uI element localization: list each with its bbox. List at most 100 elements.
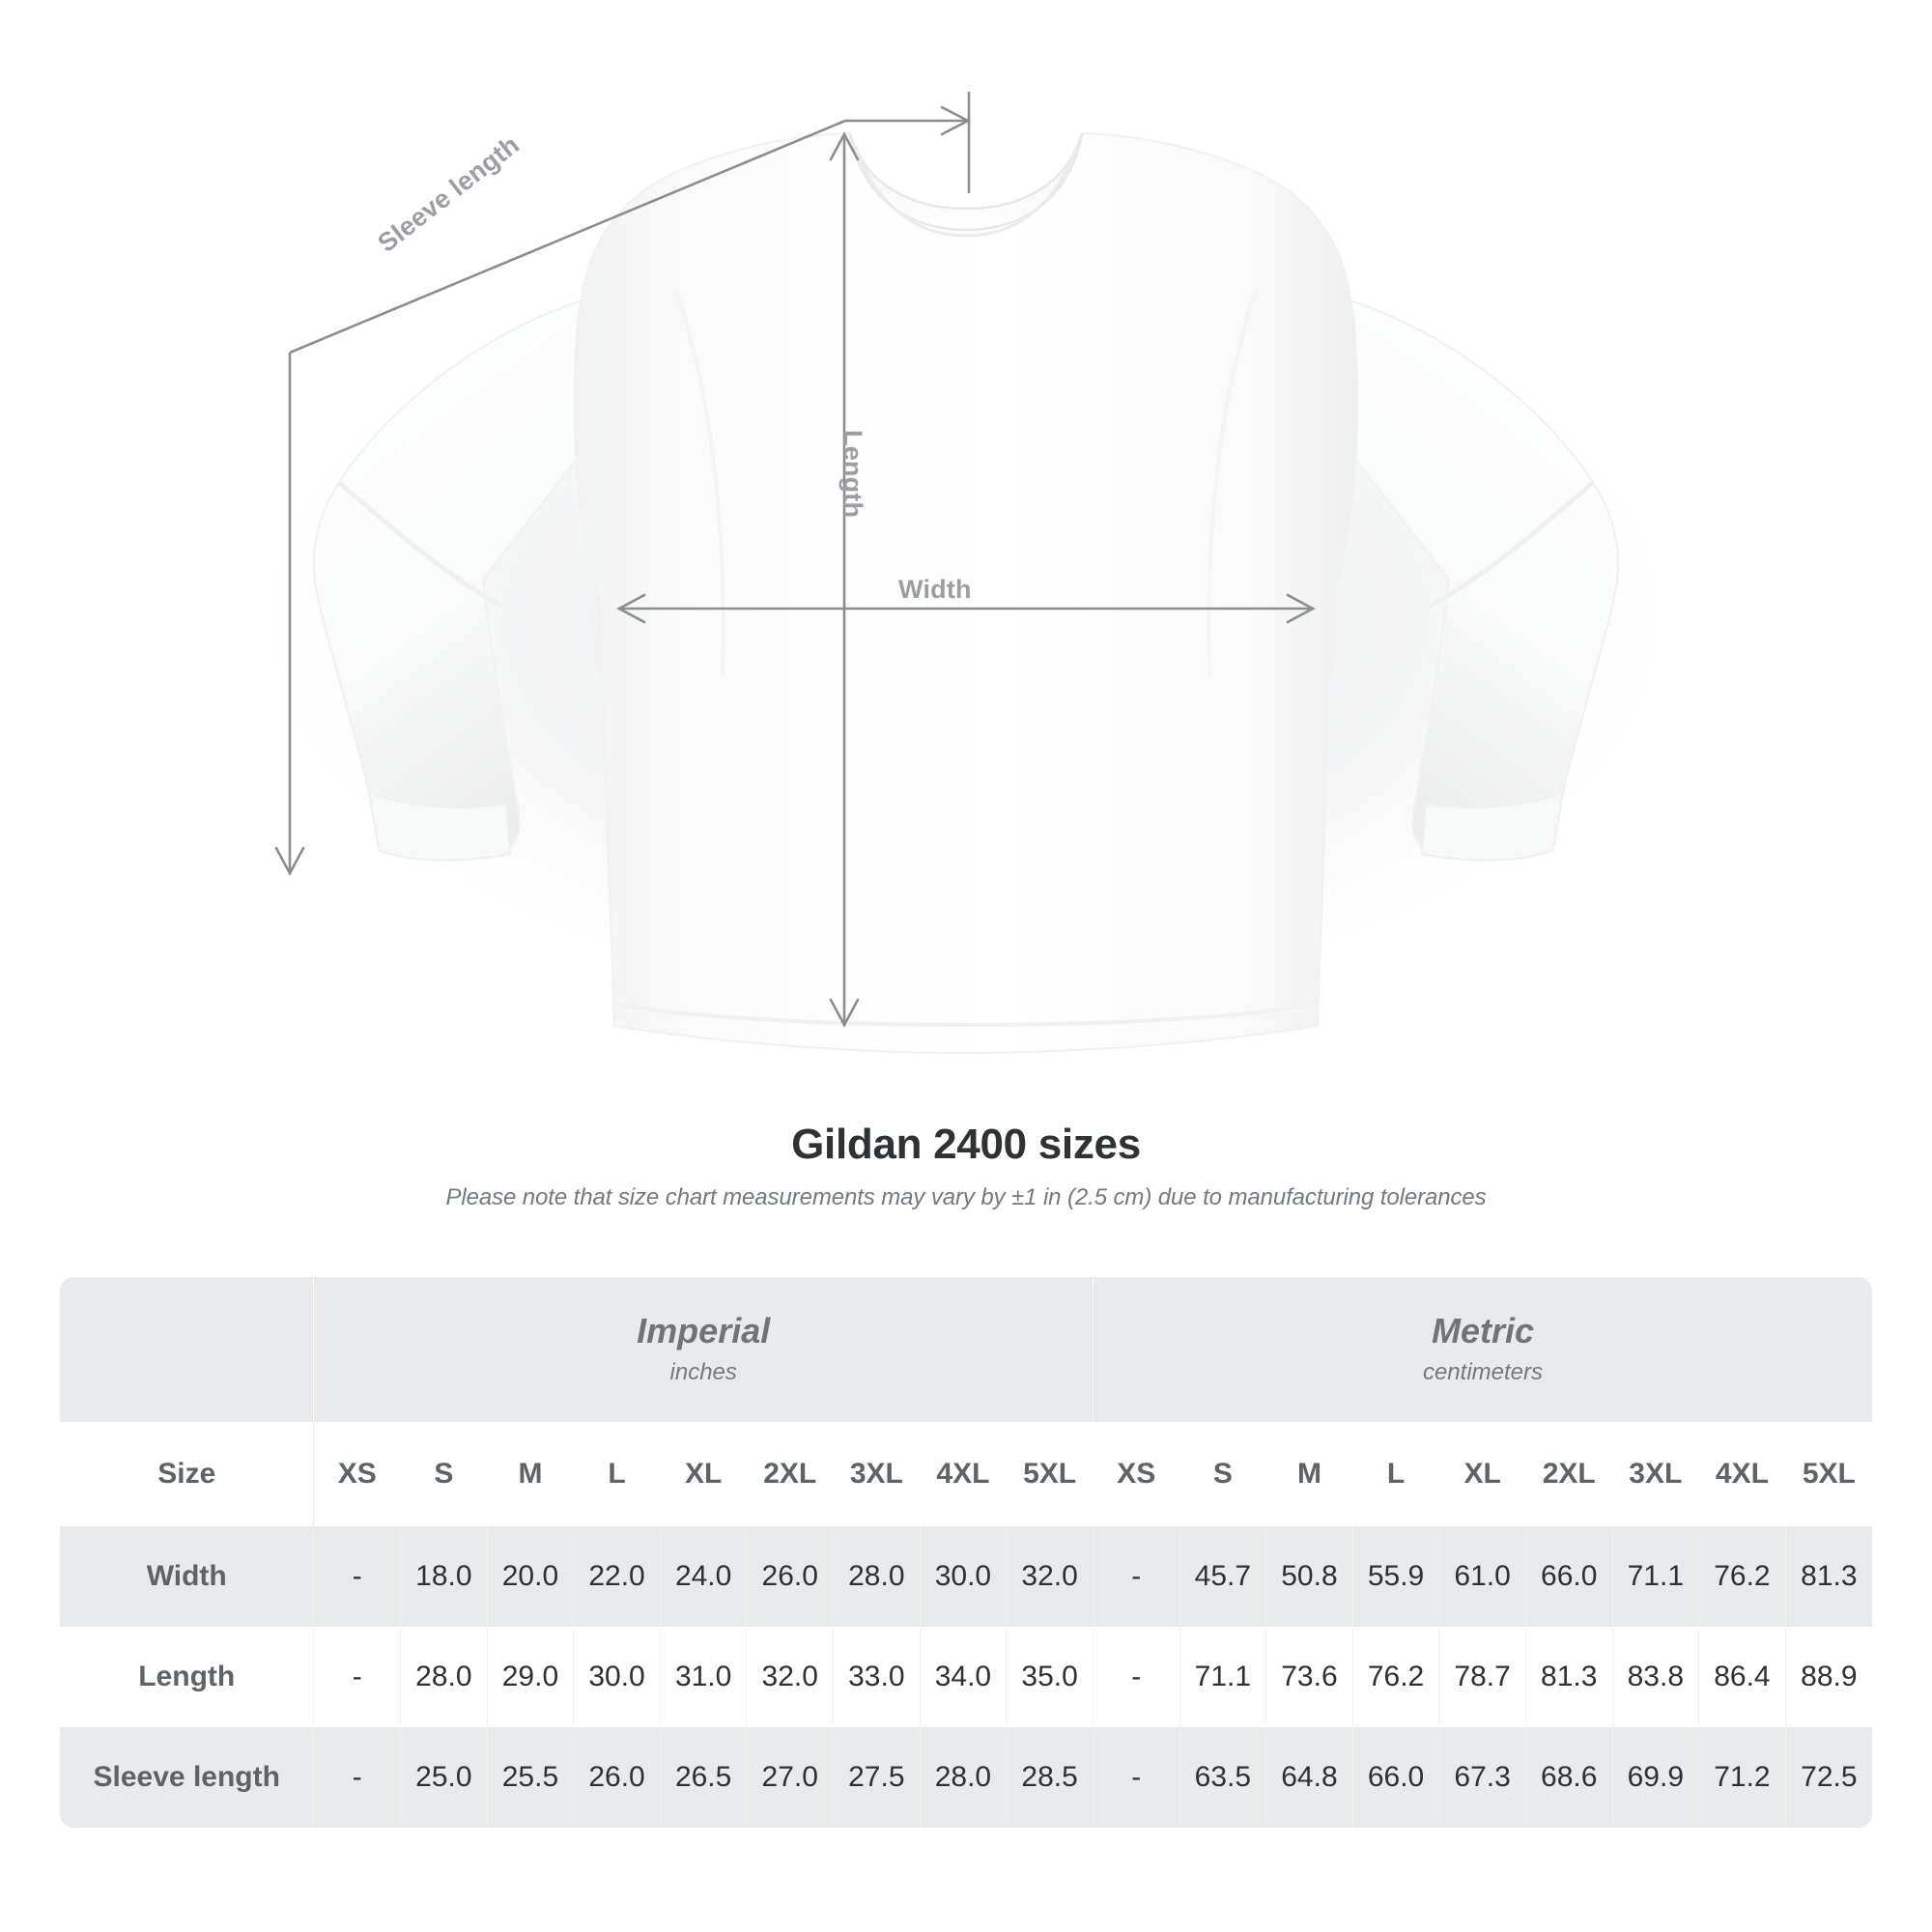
width-label: Width — [898, 575, 972, 604]
cell-width-metric-5xl: 81.3 — [1785, 1526, 1872, 1627]
cell-sleeve-imperial-3xl: 27.5 — [833, 1727, 921, 1828]
cell-length-metric-4xl: 86.4 — [1698, 1627, 1786, 1727]
header-imperial-s: S — [400, 1422, 488, 1526]
table-row: Width - 18.0 20.0 22.0 24.0 26.0 28.0 30… — [60, 1526, 1872, 1627]
unit-metric-cell: Metric centimeters — [1093, 1277, 1872, 1422]
cell-width-imperial-l: 22.0 — [573, 1526, 661, 1627]
cell-length-imperial-3xl: 33.0 — [833, 1627, 921, 1727]
tolerance-note: Please note that size chart measurements… — [445, 1184, 1487, 1210]
cell-sleeve-imperial-4xl: 28.0 — [920, 1727, 1008, 1828]
cell-length-imperial-m: 29.0 — [487, 1627, 575, 1727]
cell-length-metric-xl: 78.7 — [1438, 1627, 1526, 1727]
header-imperial-xs: XS — [313, 1422, 402, 1526]
cell-width-imperial-2xl: 26.0 — [746, 1526, 835, 1627]
header-imperial-4xl: 4XL — [920, 1422, 1008, 1526]
cell-width-metric-s: 45.7 — [1179, 1526, 1267, 1627]
unit-imperial-cell: Imperial inches — [313, 1277, 1094, 1422]
garment-body — [573, 131, 1359, 1055]
measurement-lines — [288, 92, 1314, 1026]
header-metric-3xl: 3XL — [1612, 1422, 1700, 1526]
size-table-wrapper: Imperial inches Metric centimeters Size … — [60, 1277, 1872, 1828]
header-metric-4xl: 4XL — [1698, 1422, 1786, 1526]
cell-width-metric-4xl: 76.2 — [1698, 1526, 1786, 1627]
cell-sleeve-metric-xs: - — [1093, 1727, 1180, 1828]
cell-length-metric-m: 73.6 — [1265, 1627, 1353, 1727]
right-sleeve — [1313, 288, 1620, 860]
size-table: Imperial inches Metric centimeters Size … — [60, 1277, 1872, 1828]
cell-sleeve-imperial-s: 25.0 — [400, 1727, 488, 1828]
cell-width-metric-l: 55.9 — [1352, 1526, 1440, 1627]
left-cuff — [367, 790, 512, 862]
unit-imperial-sub: inches — [669, 1358, 737, 1385]
cell-length-metric-2xl: 81.3 — [1525, 1627, 1613, 1727]
cell-sleeve-imperial-2xl: 27.0 — [746, 1727, 835, 1828]
cell-sleeve-imperial-l: 26.0 — [573, 1727, 661, 1828]
cell-sleeve-metric-2xl: 68.6 — [1525, 1727, 1613, 1828]
header-metric-xs: XS — [1093, 1422, 1180, 1526]
cell-sleeve-imperial-xs: - — [313, 1727, 402, 1828]
size-header-row: Size XS S M L XL 2XL 3XL 4XL 5XL XS S M … — [60, 1422, 1872, 1526]
unit-metric-sub: centimeters — [1422, 1358, 1543, 1385]
cell-sleeve-metric-xl: 67.3 — [1438, 1727, 1526, 1828]
row-label-width: Width — [60, 1526, 315, 1627]
table-row: Sleeve length - 25.0 25.5 26.0 26.5 27.0… — [60, 1727, 1872, 1828]
unit-banner-row: Imperial inches Metric centimeters — [60, 1277, 1872, 1422]
unit-banner-spacer — [60, 1277, 315, 1422]
page-title: Gildan 2400 sizes — [791, 1121, 1141, 1168]
header-imperial-l: L — [573, 1422, 661, 1526]
arrow-heads — [274, 105, 1316, 1028]
cell-length-metric-s: 71.1 — [1179, 1627, 1267, 1727]
garment-svg — [232, 92, 1700, 1055]
garment-illustration: Sleeve length Length Width — [232, 92, 1700, 1055]
cell-length-metric-3xl: 83.8 — [1612, 1627, 1700, 1727]
unit-imperial-name: Imperial — [637, 1311, 771, 1351]
cell-width-imperial-xs: - — [313, 1526, 402, 1627]
cell-length-imperial-5xl: 35.0 — [1006, 1627, 1094, 1727]
cell-width-metric-m: 50.8 — [1265, 1526, 1353, 1627]
row-label-sleeve-length: Sleeve length — [60, 1727, 315, 1828]
row-label-length: Length — [60, 1627, 315, 1727]
cell-width-metric-xl: 61.0 — [1438, 1526, 1526, 1627]
header-imperial-xl: XL — [660, 1422, 748, 1526]
cell-width-imperial-4xl: 30.0 — [920, 1526, 1008, 1627]
header-imperial-2xl: 2XL — [746, 1422, 835, 1526]
right-cuff — [1420, 790, 1565, 862]
cell-sleeve-metric-4xl: 71.2 — [1698, 1727, 1786, 1828]
header-metric-l: L — [1352, 1422, 1440, 1526]
cell-width-metric-xs: - — [1093, 1526, 1180, 1627]
cell-sleeve-metric-s: 63.5 — [1179, 1727, 1267, 1828]
cell-width-metric-2xl: 66.0 — [1525, 1526, 1613, 1627]
left-sleeve — [312, 288, 619, 860]
cell-width-imperial-xl: 24.0 — [660, 1526, 748, 1627]
header-metric-5xl: 5XL — [1785, 1422, 1872, 1526]
title-block: Gildan 2400 sizes Please note that size … — [0, 1121, 1932, 1211]
header-metric-xl: XL — [1438, 1422, 1526, 1526]
cell-width-imperial-m: 20.0 — [487, 1526, 575, 1627]
sleeve-diagonal — [289, 119, 846, 355]
cell-width-imperial-s: 18.0 — [400, 1526, 488, 1627]
cell-length-imperial-l: 30.0 — [573, 1627, 661, 1727]
cell-length-metric-xs: - — [1093, 1627, 1180, 1727]
length-label: Length — [838, 430, 867, 519]
header-imperial-3xl: 3XL — [833, 1422, 921, 1526]
cell-sleeve-imperial-m: 25.5 — [487, 1727, 575, 1828]
cell-length-imperial-2xl: 32.0 — [746, 1627, 835, 1727]
cell-sleeve-metric-l: 66.0 — [1352, 1727, 1440, 1828]
cell-sleeve-imperial-5xl: 28.5 — [1006, 1727, 1094, 1828]
cell-length-metric-5xl: 88.9 — [1785, 1627, 1872, 1727]
collar — [848, 132, 1084, 232]
header-metric-m: M — [1265, 1422, 1353, 1526]
cell-length-imperial-xs: - — [313, 1627, 402, 1727]
cell-width-imperial-5xl: 32.0 — [1006, 1526, 1094, 1627]
table-row: Length - 28.0 29.0 30.0 31.0 32.0 33.0 3… — [60, 1627, 1872, 1727]
header-imperial-5xl: 5XL — [1006, 1422, 1094, 1526]
cell-sleeve-metric-m: 64.8 — [1265, 1727, 1353, 1828]
cell-length-imperial-s: 28.0 — [400, 1627, 488, 1727]
cell-length-imperial-4xl: 34.0 — [920, 1627, 1008, 1727]
cell-sleeve-imperial-xl: 26.5 — [660, 1727, 748, 1828]
cell-sleeve-metric-5xl: 72.5 — [1785, 1727, 1872, 1828]
header-metric-2xl: 2XL — [1525, 1422, 1613, 1526]
header-size-label: Size — [60, 1422, 315, 1526]
header-metric-s: S — [1179, 1422, 1267, 1526]
